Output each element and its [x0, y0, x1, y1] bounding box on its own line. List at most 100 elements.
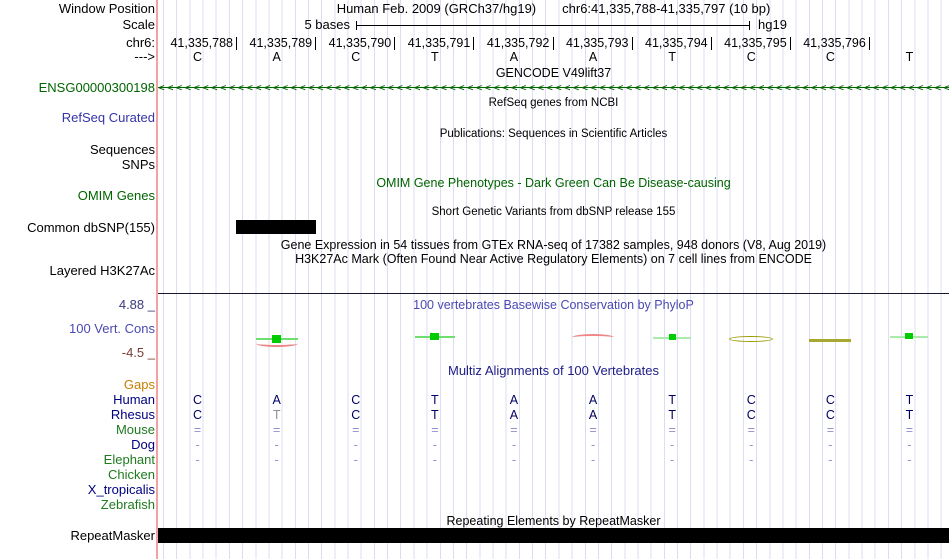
species-label-elephant[interactable]: Elephant	[103, 452, 155, 467]
gencode-gene-line[interactable]	[158, 87, 949, 88]
align-cell[interactable]: T	[905, 393, 914, 407]
align-cell[interactable]: -	[749, 453, 754, 467]
species-label-gaps[interactable]: Gaps	[123, 377, 155, 392]
align-cell[interactable]: -	[274, 453, 279, 467]
align-cell[interactable]: -	[749, 438, 754, 452]
ruler-number[interactable]: 41,335,792	[486, 36, 550, 50]
align-cell[interactable]: =	[668, 423, 676, 437]
align-cell[interactable]: A	[272, 393, 281, 407]
align-cell[interactable]: -	[195, 438, 200, 452]
cons-mark-square[interactable]	[272, 335, 282, 343]
align-cell[interactable]: A	[588, 408, 598, 422]
align-cell[interactable]: =	[272, 423, 281, 437]
omim-track-title[interactable]: OMIM Gene Phenotypes - Dark Green Can Be…	[376, 176, 731, 190]
align-cell[interactable]: =	[905, 423, 914, 437]
refseq-curated-label[interactable]: RefSeq Curated	[61, 110, 155, 125]
align-cell[interactable]: -	[670, 438, 675, 452]
align-cell[interactable]: C	[351, 393, 361, 407]
gencode-strand-arrows[interactable]: <<<<<<<<<<<<<<<<<<<<<<<<<<<<<<<<<<<<<<<<…	[158, 82, 949, 93]
multiz-track-title[interactable]: Multiz Alignments of 100 Vertebrates	[447, 363, 659, 378]
align-cell[interactable]: -	[511, 438, 517, 452]
align-cell[interactable]: -	[432, 453, 437, 467]
align-cell[interactable]: -	[353, 438, 358, 452]
align-cell[interactable]: =	[352, 423, 360, 437]
align-cell[interactable]: -	[828, 453, 833, 467]
ruler-tick	[315, 37, 317, 50]
ruler-number[interactable]: 41,335,791	[407, 36, 471, 50]
ruler-number[interactable]: 41,335,795	[724, 36, 787, 50]
align-cell[interactable]: =	[193, 423, 202, 437]
align-cell[interactable]: -	[590, 438, 596, 452]
cons-mark-arcup[interactable]	[572, 334, 615, 341]
cons-mark-arcdown[interactable]	[255, 340, 298, 347]
snps-label[interactable]: SNPs	[121, 157, 155, 172]
h3k27ac-track-title[interactable]: H3K27Ac Mark (Often Found Near Active Re…	[295, 252, 812, 266]
conservation-track-title[interactable]: 100 vertebrates Basewise Conservation by…	[413, 298, 694, 312]
refseq-track-title[interactable]: RefSeq genes from NCBI	[488, 97, 619, 109]
layered-h3k27ac-label[interactable]: Layered H3K27Ac	[49, 263, 155, 278]
ruler-number[interactable]: 41,335,790	[328, 36, 392, 50]
align-cell[interactable]: -	[274, 438, 279, 452]
cons-mark-square[interactable]	[668, 334, 676, 340]
align-cell[interactable]: A	[509, 408, 519, 422]
align-cell[interactable]: C	[351, 408, 361, 422]
align-cell[interactable]: -	[511, 453, 517, 467]
cons-mark-line[interactable]	[809, 339, 852, 342]
gtex-track-title[interactable]: Gene Expression in 54 tissues from GTEx …	[280, 238, 827, 252]
cons-mark-square[interactable]	[430, 333, 440, 340]
align-cell[interactable]: -	[907, 453, 912, 467]
gencode-track-title[interactable]: GENCODE V49lift37	[495, 66, 612, 80]
species-label-chicken[interactable]: Chicken	[108, 467, 155, 482]
cons-mark-square[interactable]	[905, 333, 914, 339]
cons-mark-lens[interactable]	[729, 336, 774, 342]
align-cell[interactable]: -	[353, 453, 358, 467]
gencode-gene-id-label[interactable]: ENSG00000300198	[38, 80, 155, 95]
species-label-zebrafish[interactable]: Zebrafish	[100, 497, 155, 512]
omim-genes-label[interactable]: OMIM Genes	[77, 188, 155, 203]
dbsnp-variant-item[interactable]	[236, 220, 316, 234]
align-cell[interactable]: T	[668, 408, 676, 422]
align-cell[interactable]: =	[431, 423, 439, 437]
align-cell[interactable]: =	[826, 423, 834, 437]
align-cell[interactable]: T	[272, 408, 281, 422]
align-cell[interactable]: -	[907, 438, 912, 452]
align-cell[interactable]: C	[193, 408, 203, 422]
sequences-label[interactable]: Sequences	[89, 142, 155, 157]
align-cell[interactable]: =	[510, 423, 518, 437]
dbsnp-label[interactable]: Common dbSNP(155)	[27, 220, 155, 235]
align-cell[interactable]: A	[509, 393, 519, 407]
align-cell[interactable]: -	[590, 453, 596, 467]
align-cell[interactable]: =	[589, 423, 597, 437]
align-cell[interactable]: C	[746, 408, 756, 422]
species-label-human[interactable]: Human	[113, 392, 155, 407]
repeatmasker-repeat-item[interactable]	[158, 528, 949, 543]
species-label-mouse[interactable]: Mouse	[115, 422, 155, 437]
align-cell[interactable]: C	[825, 408, 835, 422]
align-cell[interactable]: T	[905, 408, 914, 422]
align-cell[interactable]: =	[747, 423, 755, 437]
align-cell[interactable]: C	[825, 393, 835, 407]
ruler-number[interactable]: 41,335,793	[565, 36, 629, 50]
align-cell[interactable]: -	[828, 438, 833, 452]
species-label-x_tropicalis[interactable]: X_tropicalis	[87, 482, 155, 497]
ruler-number[interactable]: 41,335,796	[803, 36, 866, 50]
align-cell[interactable]: -	[432, 438, 437, 452]
align-cell[interactable]: C	[193, 393, 203, 407]
align-cell[interactable]: T	[668, 393, 676, 407]
align-cell[interactable]: A	[588, 393, 598, 407]
align-cell[interactable]: C	[746, 393, 756, 407]
ruler-number[interactable]: 41,335,789	[249, 36, 313, 50]
publications-track-title[interactable]: Publications: Sequences in Scientific Ar…	[439, 128, 668, 140]
ruler-number[interactable]: 41,335,788	[170, 36, 233, 50]
repeatmasker-label[interactable]: RepeatMasker	[70, 528, 155, 543]
dbsnp-track-title[interactable]: Short Genetic Variants from dbSNP releas…	[431, 206, 676, 218]
align-cell[interactable]: -	[195, 453, 200, 467]
ruler-number[interactable]: 41,335,794	[645, 36, 708, 50]
align-cell[interactable]: -	[670, 453, 675, 467]
species-label-rhesus[interactable]: Rhesus	[110, 407, 155, 422]
align-cell[interactable]: T	[431, 408, 439, 422]
conservation-track-label[interactable]: 100 Vert. Cons	[69, 321, 155, 336]
align-cell[interactable]: T	[431, 393, 439, 407]
repeatmasker-track-title[interactable]: Repeating Elements by RepeatMasker	[446, 514, 661, 528]
species-label-dog[interactable]: Dog	[131, 437, 155, 452]
